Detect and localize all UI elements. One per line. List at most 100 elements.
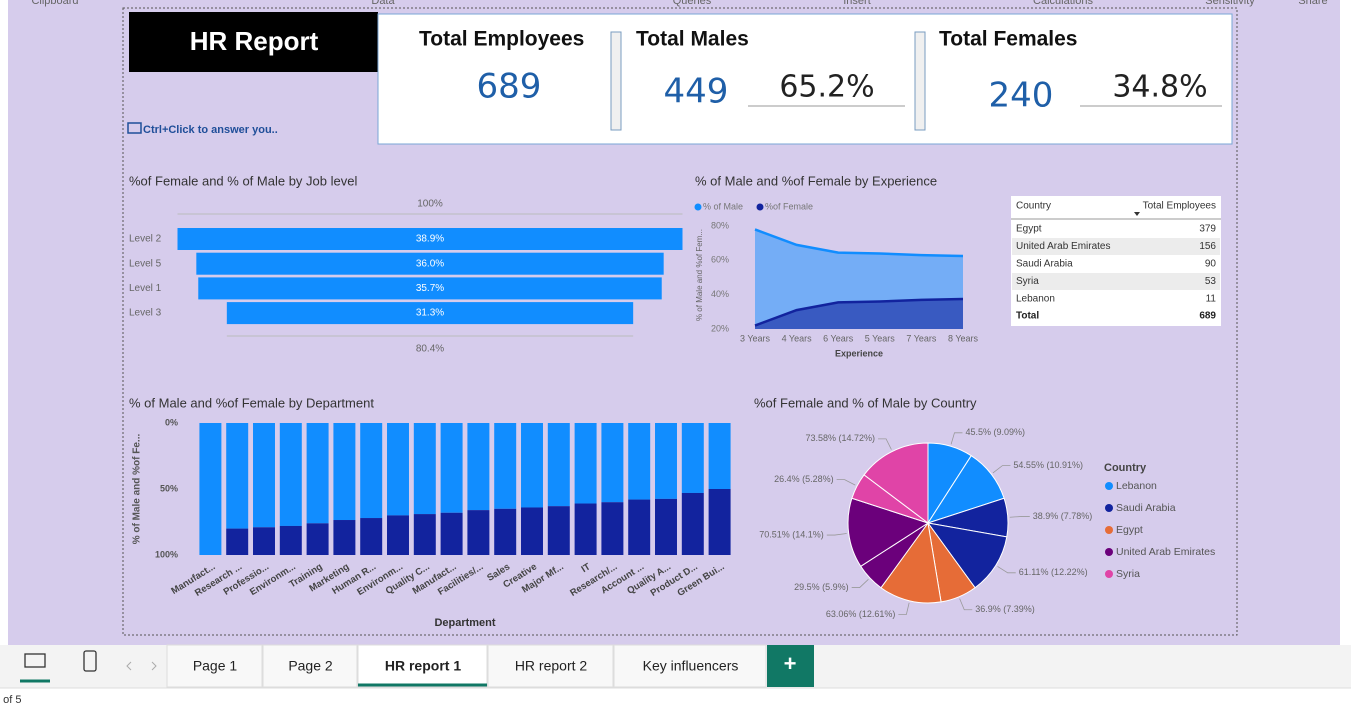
ribbon-group-label: Calculations — [1033, 0, 1093, 7]
bar-segment — [226, 423, 249, 529]
funnel-top-label: 100% — [417, 199, 443, 210]
bar-segment — [253, 527, 275, 555]
x-tick-label: 8 Years — [948, 333, 979, 343]
y-axis-title: % of Male and %of Fem... — [695, 229, 704, 321]
funnel-category-label: Level 1 — [129, 283, 162, 294]
table-cell: 156 — [1199, 241, 1216, 252]
legend-label: Saudi Arabia — [1116, 502, 1176, 514]
y-tick-label: 50% — [160, 483, 178, 493]
ribbon-group-label: Insert — [843, 0, 871, 7]
legend-marker — [1105, 526, 1113, 534]
bar-segment — [360, 518, 383, 555]
page-tab[interactable] — [487, 644, 614, 688]
pie-slice — [880, 521, 942, 604]
sort-indicator — [1134, 212, 1140, 216]
ribbon-group-label: Sensitivity — [1205, 0, 1255, 7]
x-tick-label: 4 Years — [782, 333, 813, 343]
bar-segment — [574, 423, 597, 504]
leader-line — [959, 598, 973, 611]
funnel-category-label: Level 2 — [129, 234, 162, 245]
legend-title: Country — [1104, 462, 1147, 474]
bar-segment — [306, 523, 329, 555]
bar-segment — [494, 423, 517, 509]
pie-value-label: 70.51% (14.1%) — [759, 529, 824, 539]
x-tick-label: 6 Years — [823, 333, 854, 343]
funnel-bar — [226, 302, 634, 325]
leader-line — [851, 579, 869, 588]
page-tab[interactable] — [357, 644, 488, 688]
pie-value-label: 61.11% (12.22%) — [1019, 567, 1088, 577]
table-total: 689 — [1199, 311, 1216, 322]
legend-label: United Arab Emirates — [1116, 546, 1215, 558]
table-row-band — [1012, 238, 1220, 255]
legend-label: Egypt — [1116, 524, 1143, 536]
desktop-view-icon[interactable] — [24, 653, 46, 668]
funnel-category-label: Level 3 — [129, 308, 162, 319]
table-header: Total Employees — [1143, 201, 1216, 212]
table-cell: 53 — [1205, 276, 1217, 287]
table-cell: 379 — [1199, 224, 1216, 235]
ribbon-group-label: Queries — [673, 0, 712, 7]
leader-line — [997, 566, 1016, 574]
funnel-value-label: 36.0% — [416, 258, 444, 269]
mobile-view-icon[interactable] — [83, 650, 97, 672]
bar-segment — [655, 423, 677, 499]
y-tick-label: 100% — [155, 549, 178, 559]
x-tick-label: 3 Years — [740, 333, 771, 343]
kpi-label: Total Employees — [419, 28, 584, 51]
kpi-share: 34.8% — [1112, 70, 1207, 105]
area-line — [754, 297, 964, 327]
bar-segment — [413, 423, 436, 515]
bar-segment — [333, 423, 356, 521]
leader-line — [826, 533, 847, 536]
page-tab-label: HR report 2 — [515, 658, 588, 674]
page-tab[interactable] — [166, 644, 263, 688]
chart-title: %of Female and % of Male by Country — [754, 395, 977, 410]
page-tab[interactable] — [262, 644, 358, 688]
legend-label: % of Male — [703, 201, 743, 211]
funnel-bar — [177, 228, 683, 250]
y-tick-label: 80% — [711, 220, 729, 230]
table-cell: Egypt — [1016, 224, 1042, 235]
pie-slice — [847, 497, 930, 567]
bar-segment — [708, 489, 731, 555]
funnel-bottom-label: 80.4% — [416, 344, 444, 355]
pie-value-label: 26.4% (5.28%) — [774, 474, 834, 484]
x-axis-title: Department — [434, 617, 495, 629]
bar-segment — [253, 423, 275, 528]
qa-icon[interactable] — [127, 122, 142, 134]
y-tick-label: 0% — [165, 417, 178, 427]
table-cell: Lebanon — [1016, 294, 1055, 305]
add-page-label: + — [784, 651, 797, 676]
page-tab[interactable] — [613, 644, 767, 688]
bar-segment — [521, 507, 543, 555]
bar-segment — [360, 423, 383, 519]
page-tab-label: HR report 1 — [385, 658, 461, 674]
tab-scroll-left[interactable] — [126, 661, 132, 671]
area-line — [754, 228, 964, 258]
kpi-label: Total Females — [939, 28, 1078, 51]
report-border — [122, 7, 1238, 636]
bar-segment — [333, 520, 356, 555]
bar-segment — [708, 423, 731, 489]
ribbon-group-label: Data — [371, 0, 395, 7]
funnel-value-label: 35.7% — [416, 283, 444, 294]
tab-scroll-right[interactable] — [151, 661, 157, 671]
table-cell: 90 — [1205, 259, 1217, 270]
pie-value-label: 45.5% (9.09%) — [965, 427, 1025, 437]
area-fill — [755, 298, 963, 329]
table-header: Country — [1016, 201, 1051, 212]
add-page-button[interactable] — [767, 645, 814, 687]
report-title-box — [129, 12, 378, 72]
bar-segment — [387, 423, 409, 516]
table-total: Total — [1016, 311, 1039, 322]
table-background — [1011, 196, 1221, 326]
legend-label: %of Female — [765, 201, 813, 211]
chart-title: % of Male and %of Female by Department — [129, 395, 374, 410]
bar-segment — [467, 423, 490, 511]
bar-segment — [681, 492, 704, 555]
page-tab-label: Key influencers — [643, 658, 739, 674]
bar-segment — [628, 499, 651, 555]
table-cell: Syria — [1016, 276, 1039, 287]
